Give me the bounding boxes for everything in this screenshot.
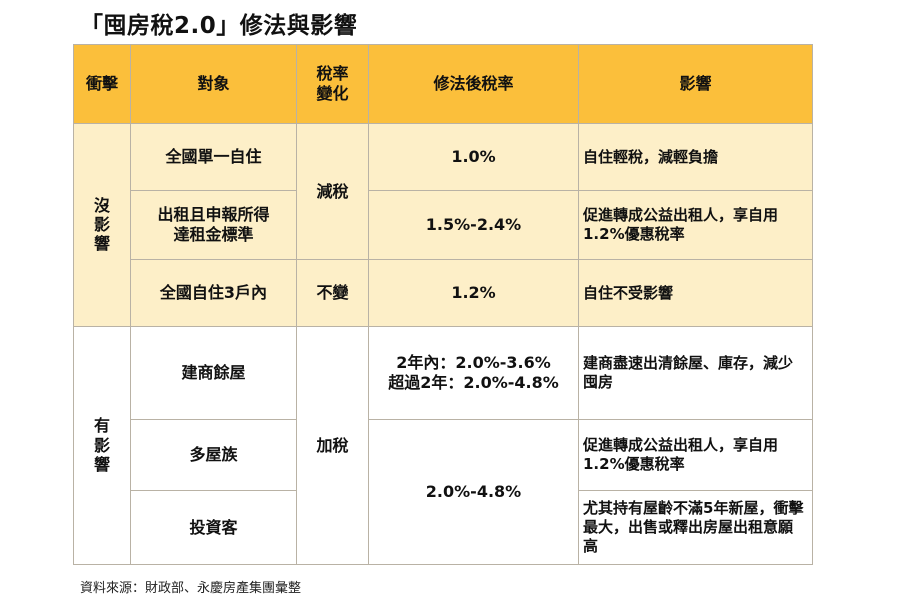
row-new-rate-line2: 超過2年：2.0%-4.8%	[388, 373, 559, 392]
row-new-rate: 1.5%-2.4%	[368, 190, 579, 260]
row-effect: 促進轉成公益出租人，享自用1.2%優惠稅率	[578, 419, 813, 491]
table-header-row: 衝擊 對象 稅率 變化 修法後稅率 影響	[73, 44, 813, 124]
row-new-rate-line1: 2年內：2.0%-3.6%	[396, 353, 551, 372]
header-rate-change-line2: 變化	[316, 84, 349, 103]
row-effect: 建商盡速出清餘屋、庫存，減少囤房	[578, 326, 813, 420]
group-no-effect-label: 沒影響	[94, 195, 111, 254]
row-effect: 促進轉成公益出租人，享自用1.2%優惠稅率	[578, 190, 813, 260]
header-rate-change-line1: 稅率	[316, 64, 349, 83]
row-target-line1: 出租且申報所得	[157, 205, 270, 224]
table-row: 有影響 建商餘屋 加稅 2年內：2.0%-3.6% 超過2年：2.0%-4.8%…	[73, 326, 813, 565]
row-target-line2: 達租金標準	[173, 225, 254, 244]
table-row: 全國自住3戶內 不變 1.2% 自住不受影響	[74, 259, 813, 327]
table-row: 出租且申報所得 達租金標準 1.5%-2.4% 促進轉成公益出租人，享自用1.2…	[74, 190, 813, 260]
table-row: 多屋族 2.0%-4.8% 促進轉成公益出租人，享自用1.2%優惠稅率	[74, 419, 813, 565]
row-effect: 自住不受影響	[578, 259, 813, 327]
row-new-rate: 1.2%	[368, 259, 579, 327]
page-title: 「囤房稅2.0」修法與影響	[80, 13, 358, 39]
row-rate-change: 減稅	[296, 123, 369, 260]
row-new-rate: 2.0%-4.8%	[368, 419, 579, 565]
row-target: 多屋族	[130, 419, 297, 491]
group-no-effect: 沒影響	[73, 123, 131, 327]
group-has-effect: 有影響	[73, 326, 131, 565]
header-impact-level: 衝擊	[73, 44, 131, 124]
table-row: 沒影響 全國單一自住 減稅 1.0% 自住輕稅，減輕負擔	[73, 123, 813, 327]
source-note: 資料來源：財政部、永慶房產集團彙整	[80, 581, 302, 596]
row-target: 全國單一自住	[130, 123, 297, 191]
row-target: 全國自住3戶內	[130, 259, 297, 327]
row-new-rate: 1.0%	[368, 123, 579, 191]
header-rate-change: 稅率 變化	[296, 44, 369, 124]
row-rate-change: 不變	[296, 259, 369, 327]
table-row: 投資客 尤其持有屋齡不滿5年新屋，衝擊最大，出售或釋出房屋出租意願高	[74, 490, 813, 565]
row-effect: 尤其持有屋齡不滿5年新屋，衝擊最大，出售或釋出房屋出租意願高	[578, 490, 813, 565]
row-effect: 自住輕稅，減輕負擔	[578, 123, 813, 191]
group-has-effect-label: 有影響	[94, 416, 111, 474]
header-target: 對象	[130, 44, 297, 124]
row-rate-change: 加稅	[296, 326, 369, 565]
tax-reform-table: 衝擊 對象 稅率 變化 修法後稅率 影響 沒影響 全國單一自住 減稅 1.0% …	[73, 44, 813, 565]
row-new-rate: 2年內：2.0%-3.6% 超過2年：2.0%-4.8%	[368, 326, 579, 420]
row-target: 建商餘屋	[130, 326, 297, 420]
row-target: 投資客	[130, 490, 297, 565]
header-effect: 影響	[578, 44, 813, 124]
header-new-rate: 修法後稅率	[368, 44, 579, 124]
row-target: 出租且申報所得 達租金標準	[130, 190, 297, 260]
